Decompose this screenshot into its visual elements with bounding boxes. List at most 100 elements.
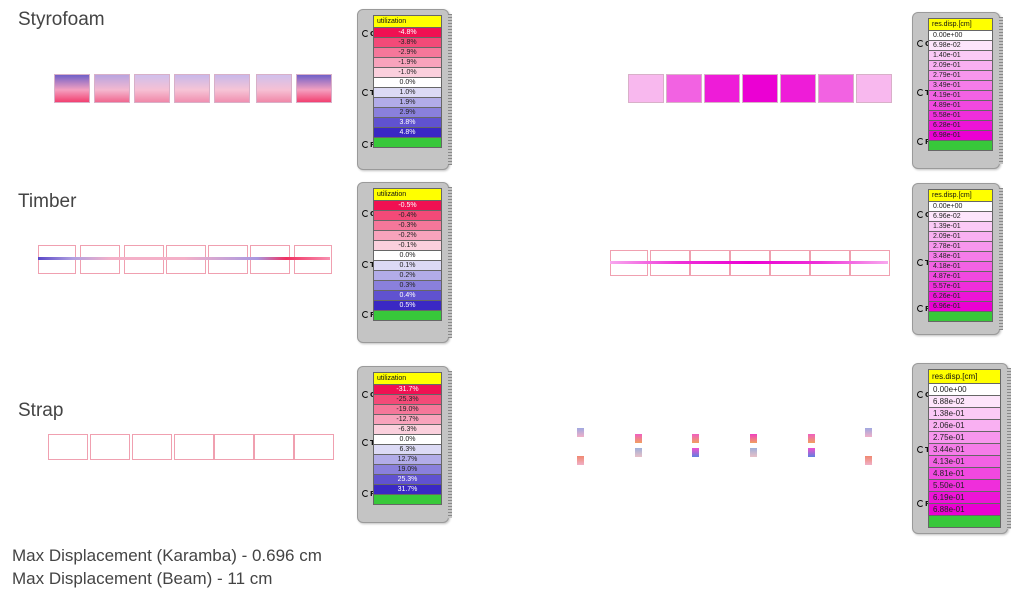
timber-utilization-legend[interactable]: C T R utilization -0.5%-0.4%-0.3%-0.2%-0… — [357, 182, 452, 343]
strap-marker — [635, 448, 642, 457]
legend-cell: 31.7% — [373, 485, 442, 495]
port-t[interactable]: T — [917, 446, 930, 454]
styrofoam-displacement-viewport[interactable] — [560, 0, 910, 175]
legend-cell: -0.3% — [373, 221, 442, 231]
timber-beam-line — [610, 261, 888, 264]
legend-cell: 0.00e+00 — [928, 31, 993, 41]
legend-cell: 0.0% — [373, 251, 442, 261]
panel-outline — [294, 434, 334, 460]
legend-cell: -0.2% — [373, 231, 442, 241]
legend-cell: 0.4% — [373, 291, 442, 301]
legend-cell: 0.5% — [373, 301, 442, 311]
legend-cell: 0.00e+00 — [928, 202, 993, 212]
panel — [214, 74, 250, 103]
legend-green-bar — [928, 141, 993, 151]
legend-cell: 5.50e-01 — [928, 480, 1001, 492]
port-t[interactable]: T — [362, 439, 375, 447]
port-r[interactable]: R — [917, 138, 930, 146]
legend-cell: 1.9% — [373, 98, 442, 108]
legend-cell: 0.0% — [373, 78, 442, 88]
legend-cell: 6.3% — [373, 445, 442, 455]
section-title-timber: Timber — [18, 191, 77, 212]
port-c[interactable]: C — [917, 391, 930, 399]
legend-cell: 0.3% — [373, 281, 442, 291]
legend-swatch-list: utilization -4.8% -3.8% -2.9% -1.9% -1.0% 0.0… — [373, 15, 442, 148]
panel — [818, 74, 854, 103]
legend-cell: 4.13e-01 — [928, 456, 1001, 468]
legend-swatch-list: utilization -0.5% -0.4% -0.3% -0.2% -0.1% 0.0… — [373, 188, 442, 321]
strap-marker — [865, 428, 872, 437]
legend-cell: 0.1% — [373, 261, 442, 271]
panel — [94, 74, 130, 103]
timber-utilization-viewport[interactable] — [0, 178, 346, 348]
strap-utilization-viewport[interactable] — [0, 352, 346, 537]
port-r[interactable]: R — [362, 490, 375, 498]
port-c[interactable]: C — [362, 30, 375, 38]
legend-header: utilization — [373, 372, 442, 385]
legend-cell: 6.88e-02 — [928, 396, 1001, 408]
strap-marker — [808, 434, 815, 443]
port-t[interactable]: T — [362, 89, 375, 97]
legend-header: utilization — [373, 188, 442, 201]
port-t[interactable]: T — [917, 89, 930, 97]
strap-marker — [865, 456, 872, 465]
legend-cell: -31.7% — [373, 385, 442, 395]
legend-cell: -0.4% — [373, 211, 442, 221]
legend-cell: -6.3% — [373, 425, 442, 435]
legend-cell: 6.98e-02 — [928, 41, 993, 51]
strap-marker — [692, 434, 699, 443]
panel-outline — [48, 434, 88, 460]
legend-cell: 19.0% — [373, 465, 442, 475]
legend-cell: -0.5% — [373, 201, 442, 211]
port-r[interactable]: R — [362, 311, 375, 319]
strap-marker — [808, 448, 815, 457]
legend-cell: -1.0% — [373, 68, 442, 78]
timber-displacement-legend[interactable]: C T R res.disp.[cm] 0.00e+006.96e-021.39… — [912, 183, 1003, 335]
legend-swatch-list: res.disp.[cm] 0.00e+00 6.88e-02 1.38e-01 2.… — [928, 369, 1001, 528]
styrofoam-utilization-legend[interactable]: C T R utilization -4.8%-3.8%-2.9%-1.9%-1… — [357, 9, 452, 170]
legend-cell: 4.8% — [373, 128, 442, 138]
legend-cell: 4.87e-01 — [928, 272, 993, 282]
panel — [628, 74, 664, 103]
panel — [780, 74, 816, 103]
port-r[interactable]: R — [917, 500, 930, 508]
legend-cell: 2.09e-01 — [928, 232, 993, 242]
port-c[interactable]: C — [362, 391, 375, 399]
timber-displacement-viewport[interactable] — [560, 178, 910, 348]
legend-cell: 2.78e-01 — [928, 242, 993, 252]
port-c[interactable]: C — [362, 210, 375, 218]
strap-marker — [750, 448, 757, 457]
styrofoam-displacement-legend[interactable]: C T R res.disp.[cm] 0.00e+006.98e-021.40… — [912, 12, 1003, 169]
port-t[interactable]: T — [362, 261, 375, 269]
port-r[interactable]: R — [362, 141, 375, 149]
legend-cell: -12.7% — [373, 415, 442, 425]
section-title-strap: Strap — [18, 400, 64, 421]
panel — [54, 74, 90, 103]
panel — [666, 74, 702, 103]
port-r[interactable]: R — [917, 305, 930, 313]
legend-cell: -1.9% — [373, 58, 442, 68]
legend-green-bar — [373, 495, 442, 505]
strap-displacement-viewport[interactable] — [560, 352, 910, 537]
port-t[interactable]: T — [917, 259, 930, 267]
port-c[interactable]: C — [917, 211, 930, 219]
footer-beam-displacement: Max Displacement (Beam) - 11 cm — [12, 569, 273, 588]
legend-cell: -3.8% — [373, 38, 442, 48]
legend-header: res.disp.[cm] — [928, 18, 993, 31]
legend-cell: 2.09e-01 — [928, 61, 993, 71]
panel-outline — [90, 434, 130, 460]
legend-green-bar — [373, 311, 442, 321]
strap-marker — [692, 448, 699, 457]
strap-displacement-legend[interactable]: C T R res.disp.[cm] 0.00e+006.88e-021.38… — [912, 363, 1011, 534]
legend-green-bar — [373, 138, 442, 148]
panel — [174, 74, 210, 103]
legend-header: res.disp.[cm] — [928, 369, 1001, 384]
legend-cell: 6.28e-01 — [928, 121, 993, 131]
legend-header: utilization — [373, 15, 442, 28]
strap-utilization-legend[interactable]: C T R utilization -31.7%-25.3%-19.0%-12.… — [357, 366, 452, 523]
legend-green-bar — [928, 312, 993, 322]
section-title-styrofoam: Styrofoam — [18, 9, 105, 30]
panel-outline — [132, 434, 172, 460]
port-c[interactable]: C — [917, 40, 930, 48]
styrofoam-utilization-viewport[interactable] — [0, 0, 346, 175]
